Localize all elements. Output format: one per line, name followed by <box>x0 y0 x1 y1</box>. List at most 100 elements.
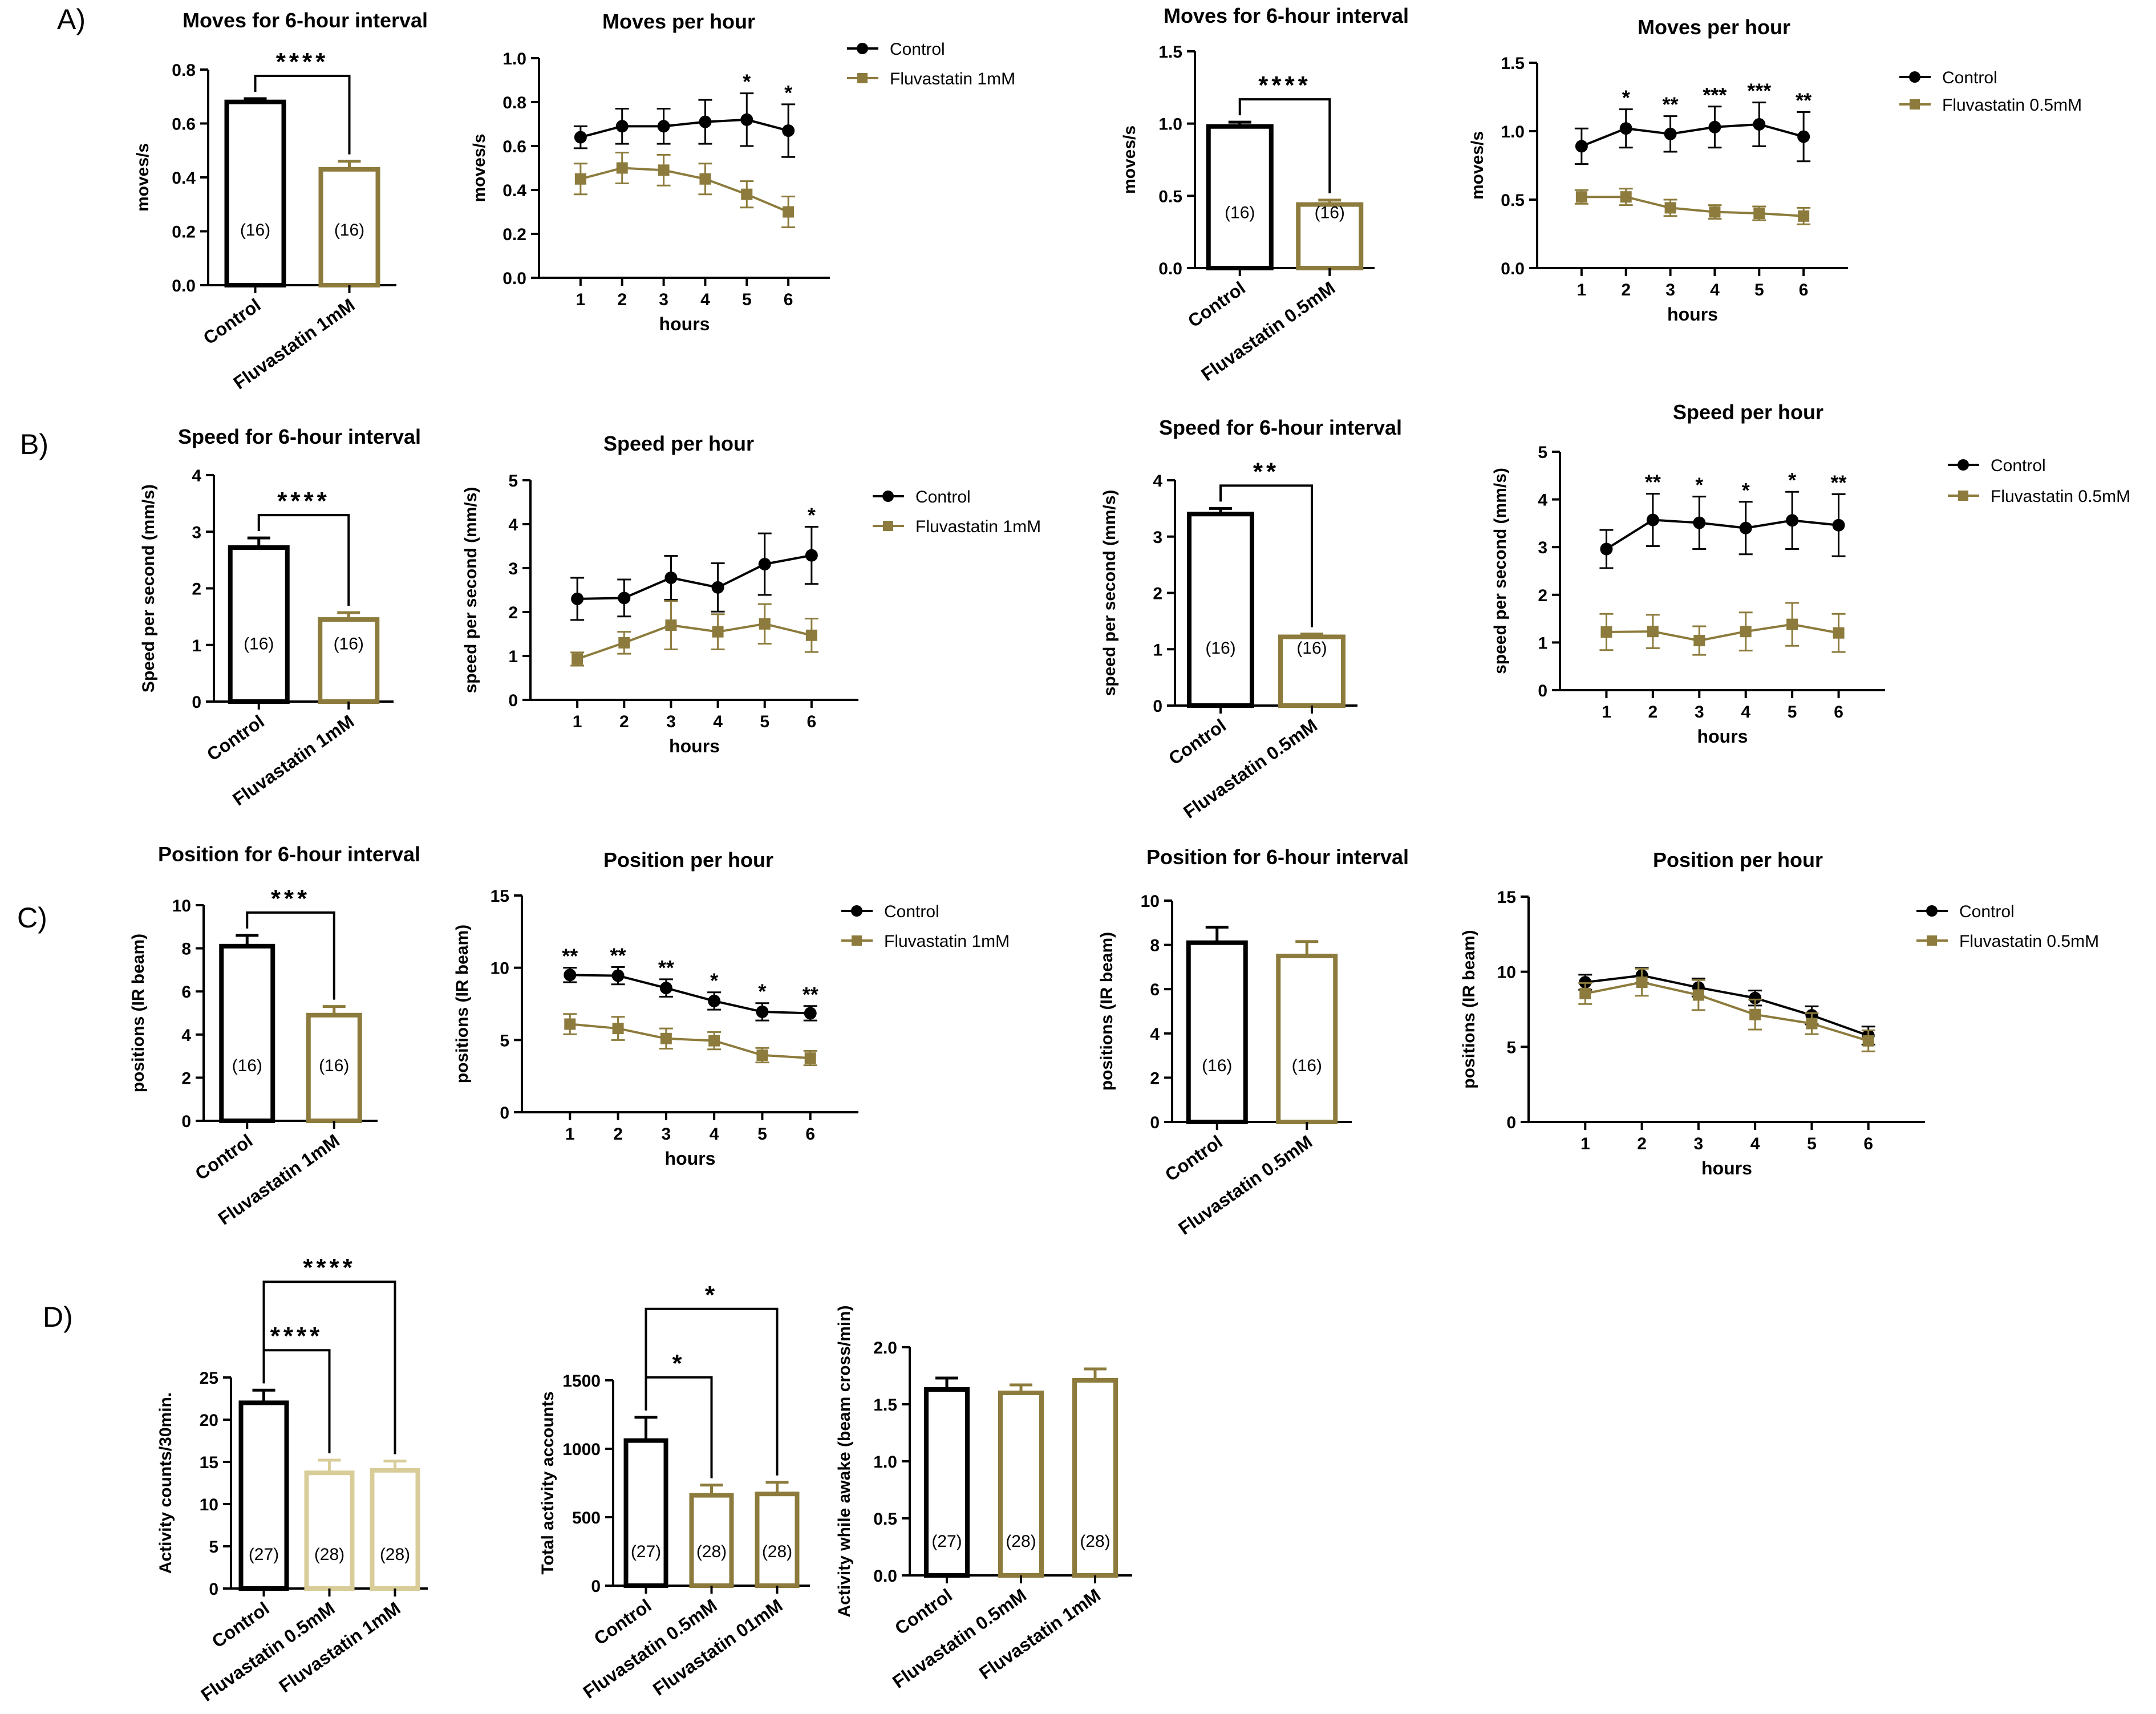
data-point-fluvastatin <box>658 164 670 176</box>
x-axis-label: hours <box>669 736 720 756</box>
significance-stars: * <box>758 980 766 1003</box>
data-point-fluvastatin <box>1798 210 1810 222</box>
data-point-control <box>1832 518 1845 532</box>
legend-marker-control <box>1909 71 1920 83</box>
x-tick-label: 4 <box>713 712 723 731</box>
legend-marker-fluvastatin <box>1927 935 1937 946</box>
y-tick-label: 6 <box>1150 980 1160 999</box>
legend-marker-control <box>1958 459 1969 471</box>
chart-title: Position for 6-hour interval <box>158 842 420 866</box>
chart-title: Speed per hour <box>603 432 754 455</box>
legend-marker-control <box>882 491 894 502</box>
x-tick-label: 1 <box>576 290 586 309</box>
y-tick-label: 0 <box>181 1112 191 1131</box>
legend-marker-fluvastatin <box>852 935 862 946</box>
legend-label: Control <box>890 40 945 59</box>
legend-marker-fluvastatin <box>1958 491 1968 501</box>
y-tick-label: 500 <box>572 1509 601 1527</box>
category-label: Fluvastatin 1mM <box>975 1585 1104 1683</box>
bar-control <box>224 99 286 287</box>
x-tick-label: 3 <box>659 290 668 309</box>
significance-bracket <box>645 1307 779 1476</box>
x-axis-label: hours <box>1667 304 1718 325</box>
data-point-fluvastatin <box>616 162 628 174</box>
y-tick-label: 25 <box>200 1369 218 1388</box>
y-tick-label: 0.6 <box>172 115 196 134</box>
y-tick-label: 1.0 <box>873 1453 897 1472</box>
significance-stars: * <box>710 969 718 992</box>
y-tick-label: 10 <box>491 959 509 978</box>
y-tick-label: 0 <box>1506 1113 1516 1132</box>
data-point-fluvastatin <box>805 629 817 641</box>
y-tick-label: 1 <box>192 637 201 655</box>
bar-fluvastatin <box>1072 1378 1118 1578</box>
y-tick-label: 2.0 <box>873 1339 897 1358</box>
data-point-fluvastatin <box>618 637 630 649</box>
significance-stars: * <box>743 70 751 94</box>
significance-stars: * <box>1742 479 1750 502</box>
y-tick-label: 0.2 <box>502 225 526 244</box>
y-tick-label: 8 <box>1150 937 1160 955</box>
series-line-fluvastatin <box>1584 981 1869 1042</box>
significance-stars: ** <box>1253 457 1279 485</box>
n-label: (16) <box>232 1056 262 1075</box>
legend-marker-control <box>857 43 868 54</box>
legend-label: Control <box>884 902 939 921</box>
data-point-fluvastatin <box>1786 618 1798 630</box>
data-point-fluvastatin <box>1575 191 1587 203</box>
x-tick-label: 3 <box>1695 703 1704 722</box>
y-tick-label: 15 <box>1497 888 1516 907</box>
y-tick-label: 2 <box>1538 586 1547 605</box>
y-axis-label: Speed per second (mm/s) <box>139 484 158 692</box>
data-point-fluvastatin <box>665 619 677 631</box>
data-point-fluvastatin <box>1600 626 1612 638</box>
y-axis-label: moves/s <box>1120 125 1139 194</box>
data-point-fluvastatin <box>1862 1035 1874 1047</box>
data-point-fluvastatin <box>612 1023 624 1035</box>
significance-stars: **** <box>276 48 329 76</box>
x-tick-label: 2 <box>1621 281 1631 299</box>
x-tick-label: 3 <box>666 712 676 731</box>
data-point-fluvastatin <box>1620 191 1632 203</box>
data-point-fluvastatin <box>1693 635 1705 647</box>
y-tick-label: 1000 <box>562 1440 601 1459</box>
data-point-fluvastatin <box>1749 1008 1761 1020</box>
y-axis-label: speed per second (mm/s) <box>1100 490 1119 696</box>
data-point-control <box>657 120 670 133</box>
x-axis-label: hours <box>1697 726 1748 747</box>
panel-label-d: D) <box>43 1301 73 1333</box>
legend-marker-control <box>851 905 862 917</box>
data-point-control <box>756 1005 769 1018</box>
data-point-fluvastatin <box>756 1049 768 1061</box>
x-tick-label: 4 <box>700 290 710 309</box>
y-axis-label: positions (IR beam) <box>453 925 472 1083</box>
y-tick-label: 5 <box>1538 443 1547 462</box>
y-tick-label: 10 <box>200 1496 218 1514</box>
x-tick-label: 5 <box>742 290 752 309</box>
y-tick-label: 0.4 <box>502 181 526 200</box>
data-point-control <box>740 113 753 126</box>
chart-title: Position per hour <box>603 848 773 872</box>
n-label: (28) <box>314 1545 345 1564</box>
y-tick-label: 10 <box>1141 892 1160 911</box>
series-line-control <box>1606 518 1839 550</box>
y-axis-label: speed per second (mm/s) <box>461 487 480 694</box>
y-axis-label: Activity counts/30min. <box>156 1392 175 1574</box>
y-tick-label: 3 <box>192 523 201 542</box>
bar-control <box>238 1400 289 1591</box>
y-tick-label: 0 <box>1150 1113 1160 1132</box>
legend-label: Fluvastatin 1mM <box>884 932 1010 951</box>
y-tick-label: 0 <box>1538 682 1547 700</box>
x-tick-label: 6 <box>1834 703 1843 722</box>
x-tick-label: 4 <box>1741 703 1750 722</box>
series-line-control <box>1581 123 1804 148</box>
data-point-control <box>618 591 631 605</box>
x-tick-label: 5 <box>760 712 769 731</box>
y-tick-label: 1 <box>1538 634 1547 653</box>
